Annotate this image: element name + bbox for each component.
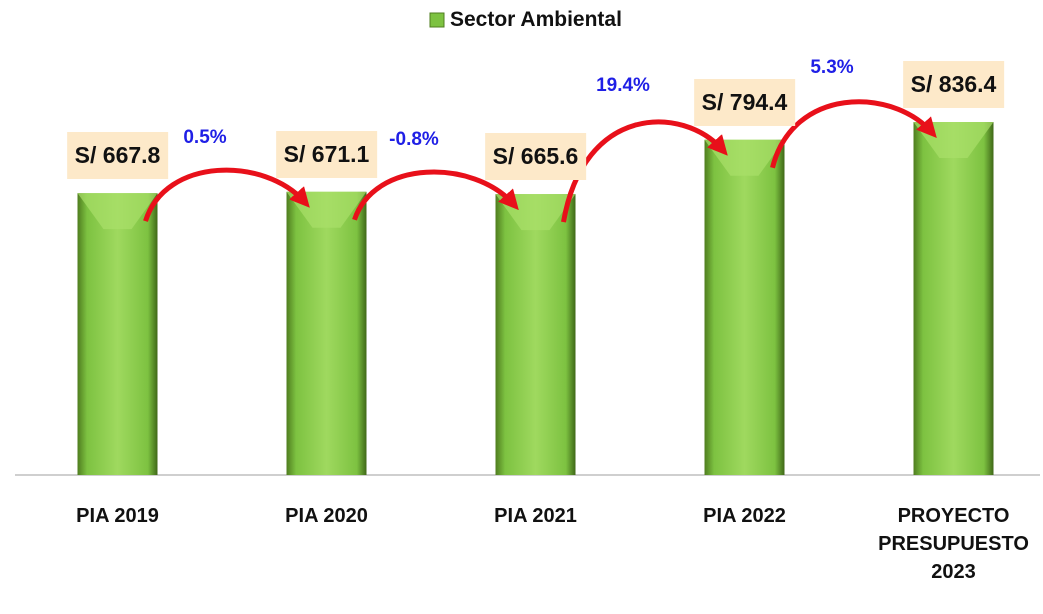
- x-tick-label: PIA 2020: [285, 505, 368, 527]
- value-label: S/ 794.4: [693, 78, 796, 126]
- bar-bevel: [77, 193, 158, 230]
- bar: [286, 191, 367, 475]
- growth-label: 5.3%: [810, 57, 854, 78]
- growth-arrow: [352, 169, 519, 221]
- x-tick-label: PIA 2021: [494, 505, 577, 527]
- growth-arrow: [143, 167, 310, 222]
- bar: [704, 139, 785, 476]
- value-label: S/ 667.8: [66, 132, 169, 180]
- x-tick-label: PIA 2022: [703, 505, 786, 527]
- bar: [495, 194, 576, 475]
- x-tick-label: PIA 2019: [76, 505, 159, 527]
- value-label: S/ 671.1: [275, 130, 378, 178]
- growth-label: -0.8%: [389, 129, 439, 151]
- x-tick-label: PROYECTO PRESUPUESTO 2023: [878, 505, 1029, 583]
- growth-label: 0.5%: [183, 126, 227, 148]
- legend-swatch: [429, 12, 445, 28]
- bar: [77, 193, 158, 475]
- value-label: S/ 836.4: [902, 61, 1005, 108]
- growth-arrow: [770, 99, 937, 169]
- bar: [913, 122, 994, 475]
- legend-label: Sector Ambiental: [450, 8, 622, 31]
- growth-label: 19.4%: [596, 74, 650, 96]
- value-label: S/ 665.6: [484, 133, 587, 181]
- growth-arrow: [561, 119, 728, 223]
